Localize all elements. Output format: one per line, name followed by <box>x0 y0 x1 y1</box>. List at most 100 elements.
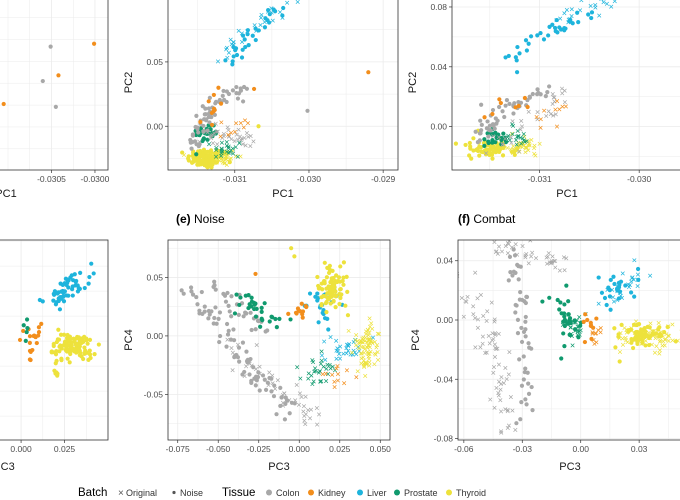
point-colon-noise <box>230 88 236 93</box>
point-thyroid-original <box>654 344 659 349</box>
point-colon-noise <box>194 113 199 118</box>
point-kidney-original <box>332 385 337 390</box>
point-prostate-original <box>321 364 326 369</box>
point-liver-original <box>566 20 571 25</box>
point-thyroid-noise <box>332 293 338 298</box>
point-colon-original <box>314 406 319 411</box>
point-prostate-noise <box>243 293 248 298</box>
point-colon-noise <box>222 97 227 103</box>
point-colon-noise <box>494 121 499 126</box>
point-colon-noise <box>209 309 214 314</box>
point-liver-original <box>567 17 572 22</box>
point-kidney-noise <box>482 115 487 120</box>
point-liver-original <box>319 353 324 358</box>
point-colon-noise <box>206 114 211 120</box>
point-thyroid-original <box>533 153 538 158</box>
point-prostate-noise <box>482 137 487 142</box>
point-kidney-original <box>320 372 325 377</box>
point-colon-noise <box>207 120 212 125</box>
point-liver-noise <box>616 280 622 285</box>
point-thyroid-noise <box>319 281 324 286</box>
point-colon-noise <box>254 378 259 383</box>
point-thyroid-original <box>537 141 542 146</box>
point-thyroid-original <box>198 153 203 158</box>
point-kidney-original <box>344 368 349 373</box>
point-liver-noise <box>78 270 83 275</box>
point-liver-noise <box>57 307 63 312</box>
point-liver-noise <box>612 281 617 287</box>
point-colon-original <box>282 391 287 396</box>
point-liver-noise <box>250 33 255 38</box>
point-colon-noise <box>195 302 200 307</box>
point-prostate-original <box>226 144 231 149</box>
point-kidney-noise <box>490 111 495 117</box>
point-prostate-original <box>235 154 240 159</box>
point-colon-original <box>275 378 280 383</box>
point-prostate-original <box>311 379 316 384</box>
point-colon-noise <box>207 95 212 100</box>
point-thyroid-original <box>529 137 534 143</box>
point-liver-noise <box>281 5 286 11</box>
point-liver-noise <box>230 62 235 67</box>
point-colon-original <box>551 113 556 118</box>
panel-p3: -0.031 -0.030 0.00 0.04 0.08 PC1 PC2 <box>407 0 680 200</box>
point-colon-noise <box>213 287 218 292</box>
point-thyroid-original <box>363 373 368 378</box>
point-thyroid-noise <box>334 273 339 278</box>
point-colon-original <box>526 109 531 114</box>
point-thyroid-noise <box>612 326 617 331</box>
panel-p1: -0.0305 -0.0300 PC1 <box>0 0 110 200</box>
point-colon-original <box>317 412 322 417</box>
point-liver-original <box>270 18 275 23</box>
point-thyroid-noise <box>88 355 93 361</box>
point-colon-original <box>506 423 511 428</box>
point-prostate-noise <box>274 325 279 330</box>
point-thyroid-noise <box>333 305 338 310</box>
point-prostate-noise <box>485 131 490 136</box>
x-axis-label: PC1 <box>556 188 577 200</box>
point-colon-noise <box>502 114 507 120</box>
point-prostate-noise <box>501 131 506 136</box>
point-colon-original <box>493 331 498 336</box>
point-thyroid-original <box>376 332 382 337</box>
point-kidney-original <box>594 331 599 336</box>
point-prostate-original <box>295 365 300 370</box>
point-colon-original <box>510 119 515 124</box>
point-prostate-original <box>226 146 231 151</box>
point-colon-noise <box>272 383 277 388</box>
point-liver-noise <box>514 70 520 75</box>
y-tick-label: 0.08 <box>430 2 447 12</box>
point-liver-original <box>215 59 221 64</box>
point-thyroid-original <box>617 349 623 355</box>
point-kidney-original <box>553 107 558 112</box>
panel-border <box>451 0 680 171</box>
point-colon-original <box>553 265 558 270</box>
legend-tissue-prostate: Prostate <box>404 488 438 498</box>
point-colon-noise <box>247 372 252 377</box>
point-colon-original <box>246 357 252 363</box>
point-colon-noise <box>226 328 231 333</box>
x-tick-label: 0.00 <box>572 444 589 454</box>
point-liver-original <box>578 8 583 13</box>
point-thyroid-noise <box>630 345 636 351</box>
x-tick-label: 0.03 <box>631 444 648 454</box>
point-thyroid-original <box>374 345 379 350</box>
point-thyroid-noise <box>205 165 210 170</box>
point-kidney-original <box>598 330 603 335</box>
point-liver-noise <box>538 30 543 36</box>
point-prostate-noise <box>482 143 487 148</box>
point-kidney-noise <box>212 107 217 113</box>
point-prostate-noise <box>486 139 491 144</box>
point-thyroid-original <box>372 339 377 344</box>
point-kidney-noise <box>497 97 502 102</box>
point-liver-noise <box>51 298 56 303</box>
point-thyroid-original <box>370 326 375 331</box>
point-colon-noise <box>248 356 253 362</box>
x-tick-label: 0.050 <box>370 444 392 454</box>
point-colon-original <box>294 382 299 388</box>
point-colon-original <box>484 151 489 156</box>
point-colon-original <box>549 260 554 265</box>
point-thyroid-original <box>228 156 234 161</box>
point-thyroid-noise <box>467 153 472 158</box>
point-thyroid-original <box>207 160 212 165</box>
